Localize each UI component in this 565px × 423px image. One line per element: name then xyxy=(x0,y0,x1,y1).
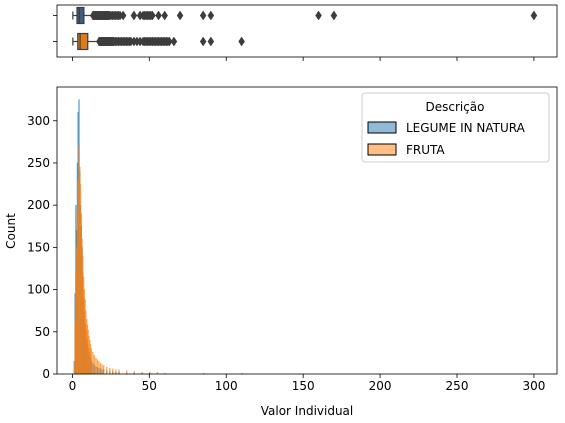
histogram-bar xyxy=(95,357,97,375)
box-iqr xyxy=(76,6,85,25)
x-axis-label: Valor Individual xyxy=(261,404,354,418)
box-outlier xyxy=(238,36,245,47)
x-tick-label: 250 xyxy=(446,379,469,393)
box-outlier xyxy=(530,10,538,21)
y-tick-label: 100 xyxy=(27,283,50,297)
x-tick-label: 100 xyxy=(215,379,238,393)
y-axis-label: Count xyxy=(4,213,18,249)
box-outlier xyxy=(315,10,322,21)
x-tick-label: 0 xyxy=(69,379,77,393)
legend: Descrição LEGUME IN NATURA FRUTA xyxy=(361,92,550,163)
box-outlier xyxy=(199,36,207,47)
y-tick-label: 50 xyxy=(35,325,50,339)
histogram-bar xyxy=(96,359,99,375)
histogram-frame xyxy=(56,86,558,375)
legend-box xyxy=(361,92,550,163)
legend-label-legume: LEGUME IN NATURA xyxy=(406,121,526,135)
box-outlier xyxy=(130,10,138,21)
box-outlier xyxy=(207,36,215,47)
legend-label-fruta: FRUTA xyxy=(406,143,445,157)
y-axis-ticks: 0 50 100 150 200 250 300 xyxy=(27,114,57,381)
histogram-bar xyxy=(106,367,108,375)
histogram-bar xyxy=(93,355,96,375)
box-outlier xyxy=(155,10,162,21)
legend-title: Descrição xyxy=(425,100,484,114)
box-outlier xyxy=(161,10,168,21)
x-tick-label: 150 xyxy=(292,379,315,393)
histogram-bar xyxy=(101,364,103,375)
x-tick-label: 300 xyxy=(522,379,545,393)
boxplot-panel xyxy=(53,4,558,61)
box-outlier xyxy=(330,10,338,21)
box-outlier xyxy=(199,10,207,21)
box-outlier xyxy=(119,10,127,21)
box-outlier xyxy=(170,36,178,47)
histogram-bar xyxy=(102,365,105,375)
boxplot-layer xyxy=(72,6,538,51)
box-outlier xyxy=(166,36,173,47)
histogram-bar xyxy=(112,368,114,375)
histogram-bar xyxy=(98,361,100,375)
y-tick-label: 200 xyxy=(27,198,50,212)
y-tick-label: 0 xyxy=(42,367,50,381)
legend-swatch-fruta xyxy=(367,143,397,156)
histogram-bar xyxy=(115,369,117,375)
box-iqr xyxy=(77,32,89,51)
legend-swatch-legume xyxy=(367,121,397,134)
x-tick-label: 200 xyxy=(369,379,392,393)
histogram-bar xyxy=(99,362,102,375)
histogram-panel: 0 50 100 150 200 250 300 0 50 100 150 200 250 300 Va… xyxy=(4,86,558,418)
y-tick-label: 150 xyxy=(27,240,50,254)
box-legume xyxy=(72,6,538,25)
y-tick-label: 300 xyxy=(27,114,50,128)
x-axis-ticks: 0 50 100 150 200 250 300 xyxy=(69,374,545,393)
histogram-bar xyxy=(92,351,94,375)
y-tick-label: 250 xyxy=(27,156,50,170)
x-tick-label: 50 xyxy=(142,379,157,393)
boxplot-ticks xyxy=(53,15,535,61)
box-outlier xyxy=(149,10,156,21)
box-outlier xyxy=(207,10,215,21)
box-outlier xyxy=(176,10,184,21)
histogram-bar xyxy=(118,369,120,375)
histogram-bar xyxy=(109,367,111,375)
histogram-bar xyxy=(90,348,92,375)
boxplot-frame xyxy=(56,4,558,58)
box-fruta xyxy=(72,32,245,51)
histogram-bar xyxy=(126,370,128,375)
